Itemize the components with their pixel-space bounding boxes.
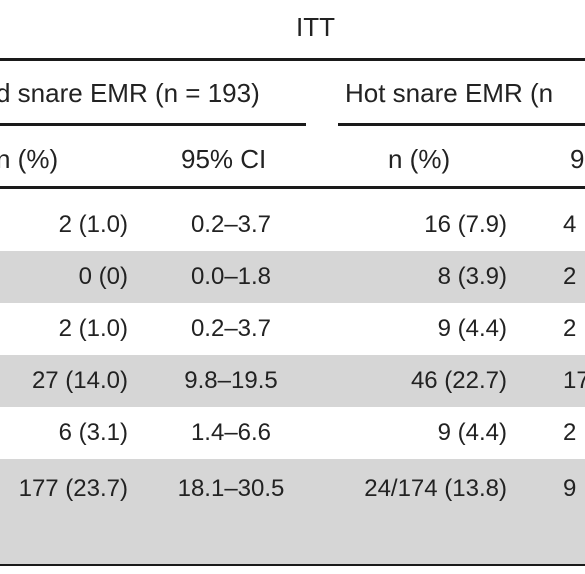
table-cell: 6 (3.1) [58, 419, 128, 446]
table-cell: 9.8–19.5 [184, 367, 278, 394]
table-cell: 1.4–6.6 [190, 419, 272, 446]
row-band [0, 251, 585, 303]
table-cell: 18.1–30.5 [177, 475, 285, 502]
table-cell: 2 [563, 419, 577, 446]
table-cell: 24/174 (13.8) [364, 475, 507, 502]
table-cell: 2 (1.0) [58, 315, 128, 342]
table-cell: 2 [563, 263, 577, 290]
column-header-n-pct-2: n (%) [388, 144, 451, 174]
table-cell: 2 [563, 315, 577, 342]
group-rule-right [338, 123, 585, 126]
column-header-ci-1: 95% CI [181, 144, 267, 174]
row-band [0, 459, 585, 564]
top-rule [0, 58, 585, 61]
group-header-itt: ITT [296, 12, 335, 42]
group-rule-left [0, 123, 306, 126]
column-group-cold-snare: d snare EMR (n = 193) [0, 78, 260, 108]
row-band [0, 355, 585, 407]
table-cell: 27 (14.0) [31, 367, 128, 394]
column-header-ci-2: 9 [570, 144, 585, 174]
column-group-hot-snare: Hot snare EMR (n [345, 78, 554, 108]
table-cell: 46 (22.7) [410, 367, 507, 394]
table-cell: 17 [563, 367, 585, 394]
table-cell: 16 (7.9) [424, 211, 507, 238]
table-cell: 0 (0) [78, 263, 128, 290]
table-cell: 9 [563, 475, 577, 502]
table-cell: 2 (1.0) [58, 211, 128, 238]
table-cell: 0.0–1.8 [190, 263, 272, 290]
table-cell: 4 [563, 211, 577, 238]
table-cell: 177 (23.7) [18, 475, 128, 502]
table-cell: 0.2–3.7 [190, 211, 272, 238]
table-cell: 9 (4.4) [437, 315, 507, 342]
table-cell: 0.2–3.7 [190, 315, 272, 342]
bottom-rule [0, 564, 585, 566]
table-cell: 9 (4.4) [437, 419, 507, 446]
header-rule [0, 186, 585, 189]
table-cell: 8 (3.9) [437, 263, 507, 290]
column-header-n-pct-1: n (%) [0, 144, 59, 174]
